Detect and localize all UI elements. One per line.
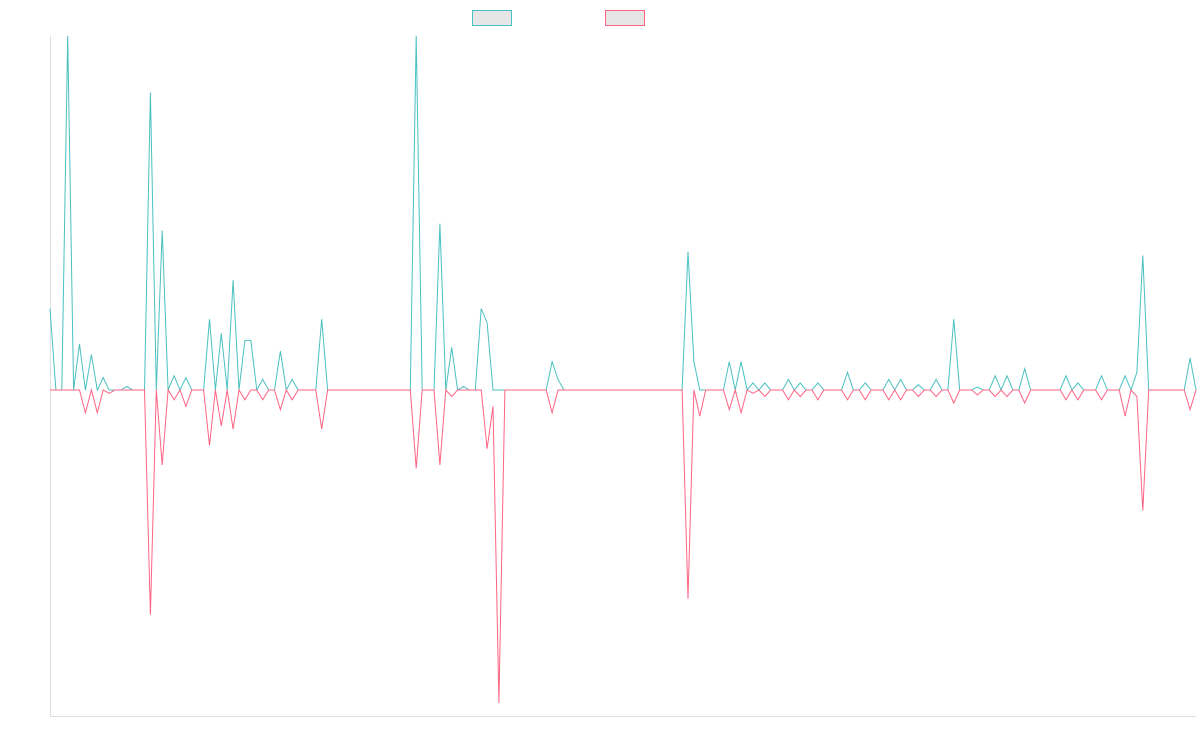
chart-legend[interactable]: [472, 10, 645, 26]
series-line-1: [49, 35, 1197, 392]
legend-swatch-1[interactable]: [472, 10, 512, 26]
series-layer: [49, 35, 1197, 704]
series-line-2: [50, 388, 1197, 704]
legend-swatch-2[interactable]: [605, 10, 645, 26]
